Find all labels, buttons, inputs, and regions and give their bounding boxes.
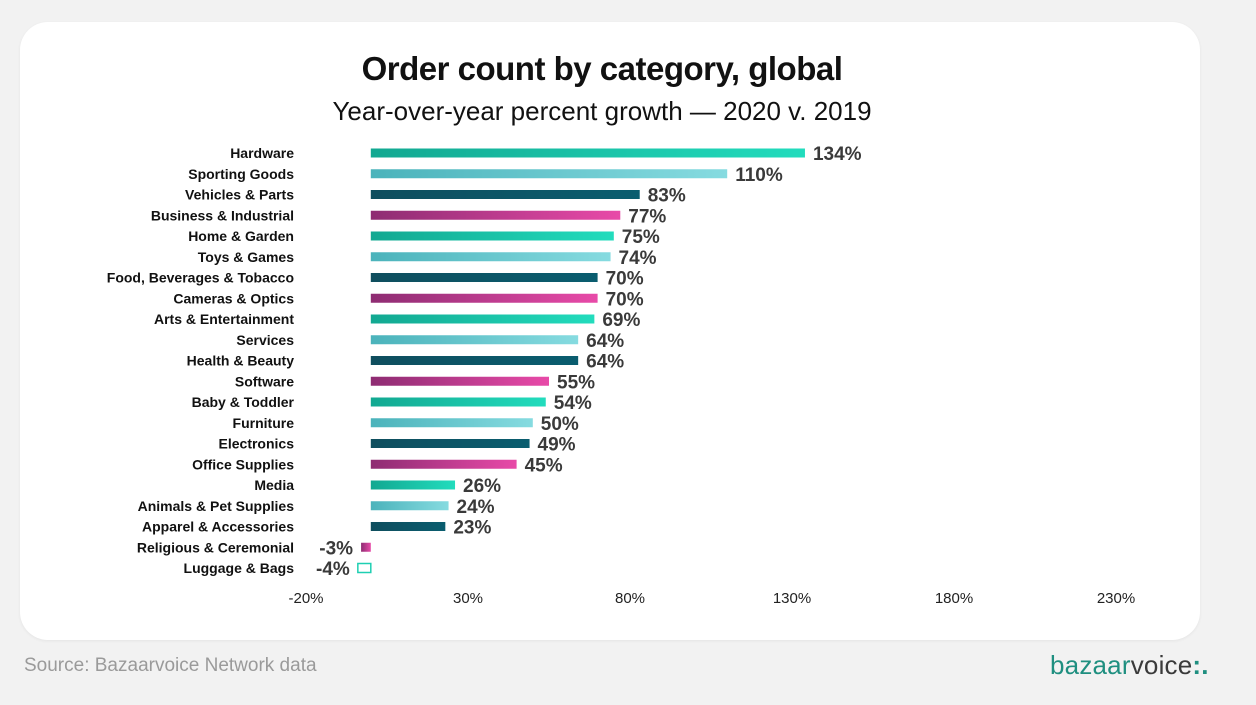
bar	[370, 459, 517, 469]
bar	[361, 542, 371, 552]
value-labels: 134%110%83%77%75%74%70%70%69%64%64%55%54…	[316, 144, 862, 580]
category-label: Religious & Ceremonial	[137, 539, 294, 555]
bar	[370, 314, 595, 324]
value-label: 77%	[628, 206, 666, 227]
category-label: Vehicles & Parts	[185, 187, 294, 203]
value-label: 83%	[648, 186, 686, 207]
bar	[370, 273, 598, 282]
bar	[370, 169, 728, 179]
category-label: Business & Industrial	[151, 207, 294, 223]
category-labels: Hardware Sporting Goods Vehicles & Parts Bu…	[107, 145, 295, 576]
category-label: Home & Garden	[188, 228, 294, 244]
category-label: Office Supplies	[192, 456, 294, 472]
bar	[370, 522, 446, 531]
value-label: 70%	[606, 269, 644, 290]
category-label: Hardware	[230, 145, 294, 161]
bar	[370, 190, 640, 199]
bar	[370, 501, 449, 511]
category-label: Animals & Pet Supplies	[138, 498, 295, 514]
category-label: Media	[254, 477, 294, 493]
x-tick-label: 230%	[1097, 590, 1135, 607]
bar	[370, 210, 621, 220]
chart-title: Order count by category, global	[361, 50, 843, 87]
category-label: Sporting Goods	[188, 166, 294, 182]
bar	[370, 397, 546, 407]
bar	[357, 562, 372, 574]
value-label: 45%	[525, 455, 563, 476]
value-label: 64%	[586, 352, 624, 373]
source-note: Source: Bazaarvoice Network data	[24, 655, 317, 676]
category-label: Electronics	[219, 436, 295, 452]
category-label: Software	[235, 373, 294, 389]
bar	[370, 148, 805, 158]
value-label: 49%	[538, 435, 576, 456]
bar	[370, 356, 579, 365]
value-label: 69%	[602, 310, 640, 331]
bar	[370, 252, 611, 262]
value-label: -3%	[319, 538, 353, 559]
bazaarvoice-logo: bazaarvoice:.	[1050, 650, 1209, 681]
bar	[370, 376, 549, 386]
x-tick-label: 30%	[453, 590, 483, 607]
category-label: Baby & Toddler	[192, 394, 295, 410]
value-label: 55%	[557, 372, 595, 393]
x-tick-label: 180%	[935, 590, 973, 607]
bar	[370, 293, 598, 303]
category-label: Food, Beverages & Tobacco	[107, 270, 294, 286]
logo-dots: :.	[1192, 650, 1209, 680]
bars	[357, 148, 805, 574]
category-label: Toys & Games	[198, 249, 294, 265]
bar	[370, 439, 530, 448]
chart-subtitle: Year-over-year percent growth — 2020 v. …	[332, 96, 872, 126]
bar	[370, 418, 533, 428]
value-label: 26%	[463, 476, 501, 497]
category-label: Luggage & Bags	[184, 560, 295, 576]
value-label: 110%	[735, 165, 783, 186]
value-label: -4%	[316, 559, 350, 580]
x-tick-label: -20%	[288, 590, 323, 607]
category-label: Cameras & Optics	[173, 290, 294, 306]
value-label: 54%	[554, 393, 592, 414]
value-label: 50%	[541, 414, 579, 435]
bar	[370, 480, 456, 490]
category-label: Services	[236, 332, 294, 348]
value-label: 74%	[619, 248, 657, 269]
category-label: Arts & Entertainment	[154, 311, 294, 327]
value-label: 134%	[813, 144, 862, 165]
chart-card	[20, 22, 1200, 640]
x-tick-label: 130%	[773, 590, 811, 607]
x-tick-label: 80%	[615, 590, 645, 607]
value-label: 70%	[606, 289, 644, 310]
logo-text-voice: voice	[1130, 650, 1193, 680]
category-label: Furniture	[233, 415, 295, 431]
value-label: 75%	[622, 227, 660, 248]
value-label: 64%	[586, 331, 624, 352]
x-axis-tick-labels: -20% 30% 80% 130% 180% 230%	[288, 590, 1135, 607]
logo-text-main: bazaar	[1050, 650, 1131, 680]
value-label: 24%	[457, 497, 495, 518]
value-label: 23%	[453, 518, 491, 539]
category-label: Health & Beauty	[187, 353, 295, 369]
bar	[370, 231, 614, 241]
category-label: Apparel & Accessories	[142, 519, 294, 535]
bar	[370, 335, 579, 345]
